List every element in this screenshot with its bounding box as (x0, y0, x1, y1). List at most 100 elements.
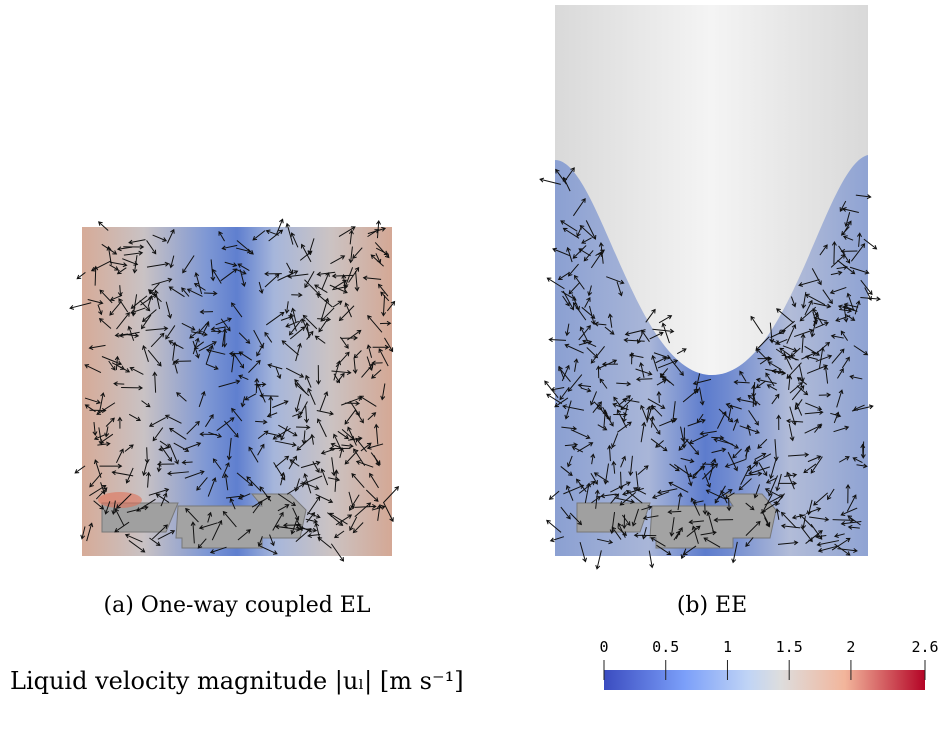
velocity-arrow (186, 288, 203, 297)
velocity-arrow (198, 390, 206, 408)
velocity-arrow (846, 494, 857, 512)
velocity-arrow (641, 505, 653, 511)
velocity-arrow (192, 337, 200, 355)
velocity-arrow (332, 284, 349, 291)
velocity-arrow (621, 514, 627, 530)
velocity-arrow (539, 177, 561, 185)
velocity-arrow (120, 366, 131, 373)
velocity-arrow (822, 289, 833, 305)
velocity-arrow (739, 425, 760, 435)
velocity-arrow (770, 329, 786, 338)
velocity-arrow (561, 364, 570, 382)
velocity-arrow (639, 362, 645, 378)
velocity-arrow (348, 229, 354, 245)
velocity-arrow (834, 543, 851, 556)
velocity-arrow (790, 296, 797, 308)
gas-region (555, 5, 868, 375)
velocity-arrow (703, 537, 721, 548)
velocity-arrow (93, 500, 105, 510)
velocity-arrow (96, 402, 116, 415)
velocity-arrow (652, 328, 675, 334)
velocity-arrow (292, 507, 300, 521)
caption: (a) One-way coupled EL (104, 593, 371, 618)
velocity-arrow (794, 328, 814, 338)
velocity-arrow (239, 269, 247, 287)
velocity-arrow (650, 537, 666, 547)
velocity-arrow (775, 348, 787, 357)
velocity-arrow (840, 330, 849, 341)
velocity-arrow (181, 459, 193, 465)
velocity-arrow (806, 499, 813, 516)
velocity-arrow (646, 405, 652, 421)
velocity-arrow (166, 228, 175, 244)
velocity-arrow (706, 511, 715, 533)
velocity-arrow (290, 307, 297, 323)
velocity-arrow (692, 499, 704, 505)
velocity-arrow (282, 522, 302, 528)
velocity-arrow (765, 477, 777, 484)
velocity-arrow (90, 260, 111, 272)
velocity-arrow (736, 397, 755, 404)
velocity-arrow (701, 463, 719, 480)
velocity-arrow (314, 284, 328, 294)
velocity-arrow (335, 514, 353, 526)
velocity-arrow (801, 515, 807, 530)
velocity-arrow (377, 283, 389, 297)
velocity-arrow (126, 505, 149, 513)
velocity-arrow (244, 393, 257, 401)
velocity-arrow (89, 484, 107, 497)
velocity-arrow (860, 443, 866, 457)
velocity-arrow (290, 520, 297, 535)
velocity-arrow (830, 333, 844, 339)
velocity-arrow (852, 457, 863, 464)
velocity-arrow (680, 457, 695, 464)
velocity-arrow (827, 488, 835, 501)
velocity-arrow (236, 472, 254, 487)
velocity-arrow (367, 229, 380, 238)
velocity-arrow (141, 344, 149, 362)
velocity-arrow (811, 268, 822, 286)
velocity-arrow (732, 418, 739, 431)
velocity-arrow (307, 533, 321, 539)
velocity-arrow (223, 473, 229, 491)
velocity-arrow (590, 453, 596, 465)
velocity-arrow (301, 318, 311, 337)
velocity-arrow (141, 400, 151, 408)
velocity-arrow (611, 433, 619, 449)
velocity-arrow (168, 286, 185, 298)
velocity-arrow (685, 438, 700, 456)
velocity-arrow (259, 393, 279, 399)
velocity-arrow (365, 489, 379, 502)
velocity-arrow (757, 438, 768, 449)
velocity-arrow (352, 358, 358, 375)
velocity-arrow (788, 423, 795, 442)
velocity-arrow (597, 538, 614, 545)
velocity-arrow (338, 305, 355, 322)
velocity-arrow (182, 255, 195, 274)
velocity-arrow (596, 365, 601, 379)
velocity-arrow (266, 412, 278, 418)
velocity-arrow (98, 392, 106, 413)
velocity-arrow (635, 471, 641, 492)
velocity-arrow (620, 397, 634, 411)
velocity-arrow (748, 466, 770, 476)
velocity-arrow (307, 512, 321, 519)
velocity-arrow (629, 351, 635, 365)
velocity-arrow (843, 306, 849, 323)
velocity-arrow (636, 333, 643, 345)
velocity-arrow (348, 246, 354, 264)
velocity-arrow (371, 504, 386, 511)
velocity-arrow (578, 480, 596, 494)
velocity-arrow (84, 364, 102, 374)
velocity-arrow (833, 533, 845, 538)
velocity-arrow (168, 443, 179, 465)
velocity-arrow (341, 396, 363, 406)
velocity-arrow (597, 424, 608, 431)
velocity-arrow (752, 453, 772, 464)
velocity-arrow (814, 321, 829, 329)
velocity-arrow (764, 488, 783, 499)
velocity-arrow (207, 477, 217, 497)
velocity-arrow (582, 339, 597, 348)
velocity-arrow (258, 544, 278, 555)
velocity-arrow (108, 360, 116, 371)
